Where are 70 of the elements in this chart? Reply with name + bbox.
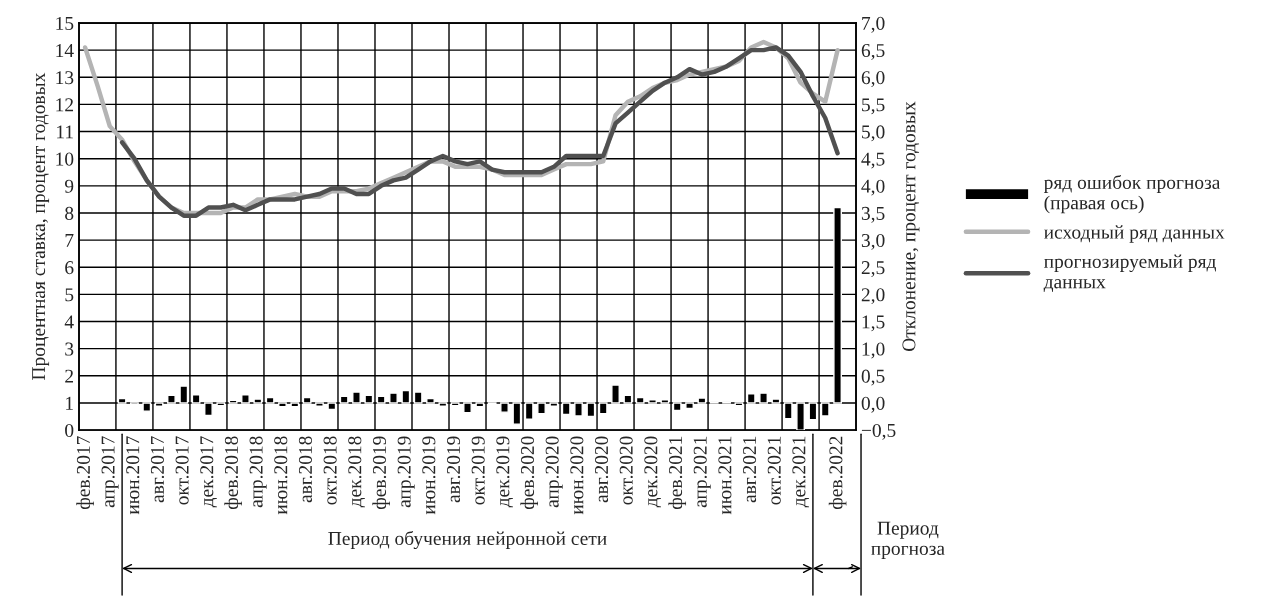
y-tick-label: 5 [65,288,74,302]
x-tick-label: апр.2020 [545,436,563,508]
x-tick-label: авг.2019 [446,436,461,503]
y-tick-label: 3 [65,342,74,356]
x-tick-label: авг.2018 [298,436,313,503]
x-tick-label: апр.2018 [249,436,267,508]
y2-tick-label: −0,5 [861,423,896,440]
y2-axis-title: Отклонение, процент годовых [902,101,920,351]
x-tick-label: фев.2021 [668,436,687,510]
y2-tick-label: 2,0 [861,288,885,305]
y-axis-title: Процентная ставка, процент годовых [32,72,50,380]
x-tick-label: апр.2019 [397,436,415,508]
y-tick-label: 8 [65,206,74,220]
y-tick-label: 9 [64,179,74,193]
y2-tick-label: 7,0 [862,16,885,33]
y2-tick-label: 5,5 [862,98,885,115]
x-tick-label: июн.2018 [274,436,288,515]
y2-tick-label: 3,5 [861,206,885,223]
y2-tick-label: 1,5 [862,315,885,332]
text: Период обучения нейронной сети [328,530,607,550]
legend-label: исходный ряд данных [1044,225,1225,243]
y2-tick-label: 0,0 [861,396,885,413]
x-tick-label: июн.2017 [126,436,140,515]
x-tick-label: дек.2018 [348,436,365,508]
y-tick-label: 6 [65,261,74,275]
y2-tick-label: 4,5 [861,152,885,169]
x-tick-label: окт.2018 [323,436,337,505]
legend-label: прогнозируемый ряд данных [1043,254,1216,292]
y2-tick-label: 5,0 [862,125,885,142]
x-tick-label: окт.2019 [471,436,485,505]
y2-tick-label: 1,0 [862,342,885,359]
x-tick-label: фев.2018 [224,436,242,510]
y-tick-label: 1 [66,396,73,410]
x-tick-label: апр.2021 [693,436,711,508]
y2-tick-label: 2,5 [861,261,885,277]
x-tick-label: дек.2017 [200,436,217,508]
y-tick-label: 0 [65,423,74,438]
x-tick-label: авг.2021 [742,436,757,503]
text: Период прогноза [871,521,945,559]
x-tick-label: июн.2019 [422,436,436,515]
x-tick-label: авг.2017 [150,436,165,503]
y-tick-label: 12 [56,98,73,112]
x-tick-label: фев.2019 [372,436,390,510]
x-tick-label: дек.2019 [496,436,513,508]
y-tick-label: 11 [57,125,73,139]
x-tick-label: фев.2022 [828,436,847,510]
y2-tick-label: 4,0 [861,179,885,196]
x-tick-label: дек.2020 [644,436,661,508]
legend-label: ряд ошибок прогноза (правая ось) [1043,174,1221,214]
x-tick-label: фев.2017 [76,436,94,510]
x-tick-label: июн.2020 [570,436,584,515]
y-tick-label: 14 [56,44,74,57]
x-tick-label: окт.2021 [767,436,781,505]
y-tick-label: 7 [65,234,74,247]
y-tick-label: 13 [56,71,74,85]
y2-tick-label: 6,0 [861,71,885,88]
x-tick-label: окт.2017 [175,436,189,505]
y-tick-label: 2 [65,369,73,383]
x-tick-label: апр.2017 [101,436,119,508]
y-tick-label: 10 [56,152,74,166]
x-tick-label: июн.2021 [718,436,732,515]
y-tick-label: 15 [56,16,74,30]
x-tick-label: авг.2020 [594,436,609,503]
y2-tick-label: 6,5 [861,44,885,60]
y-tick-label: 4 [64,315,74,329]
x-tick-label: фев.2020 [520,436,539,510]
x-tick-label: окт.2020 [619,436,633,505]
y2-tick-label: 3,0 [861,233,885,250]
y2-tick-label: 0,5 [861,369,885,386]
x-tick-label: дек.2021 [792,436,810,508]
